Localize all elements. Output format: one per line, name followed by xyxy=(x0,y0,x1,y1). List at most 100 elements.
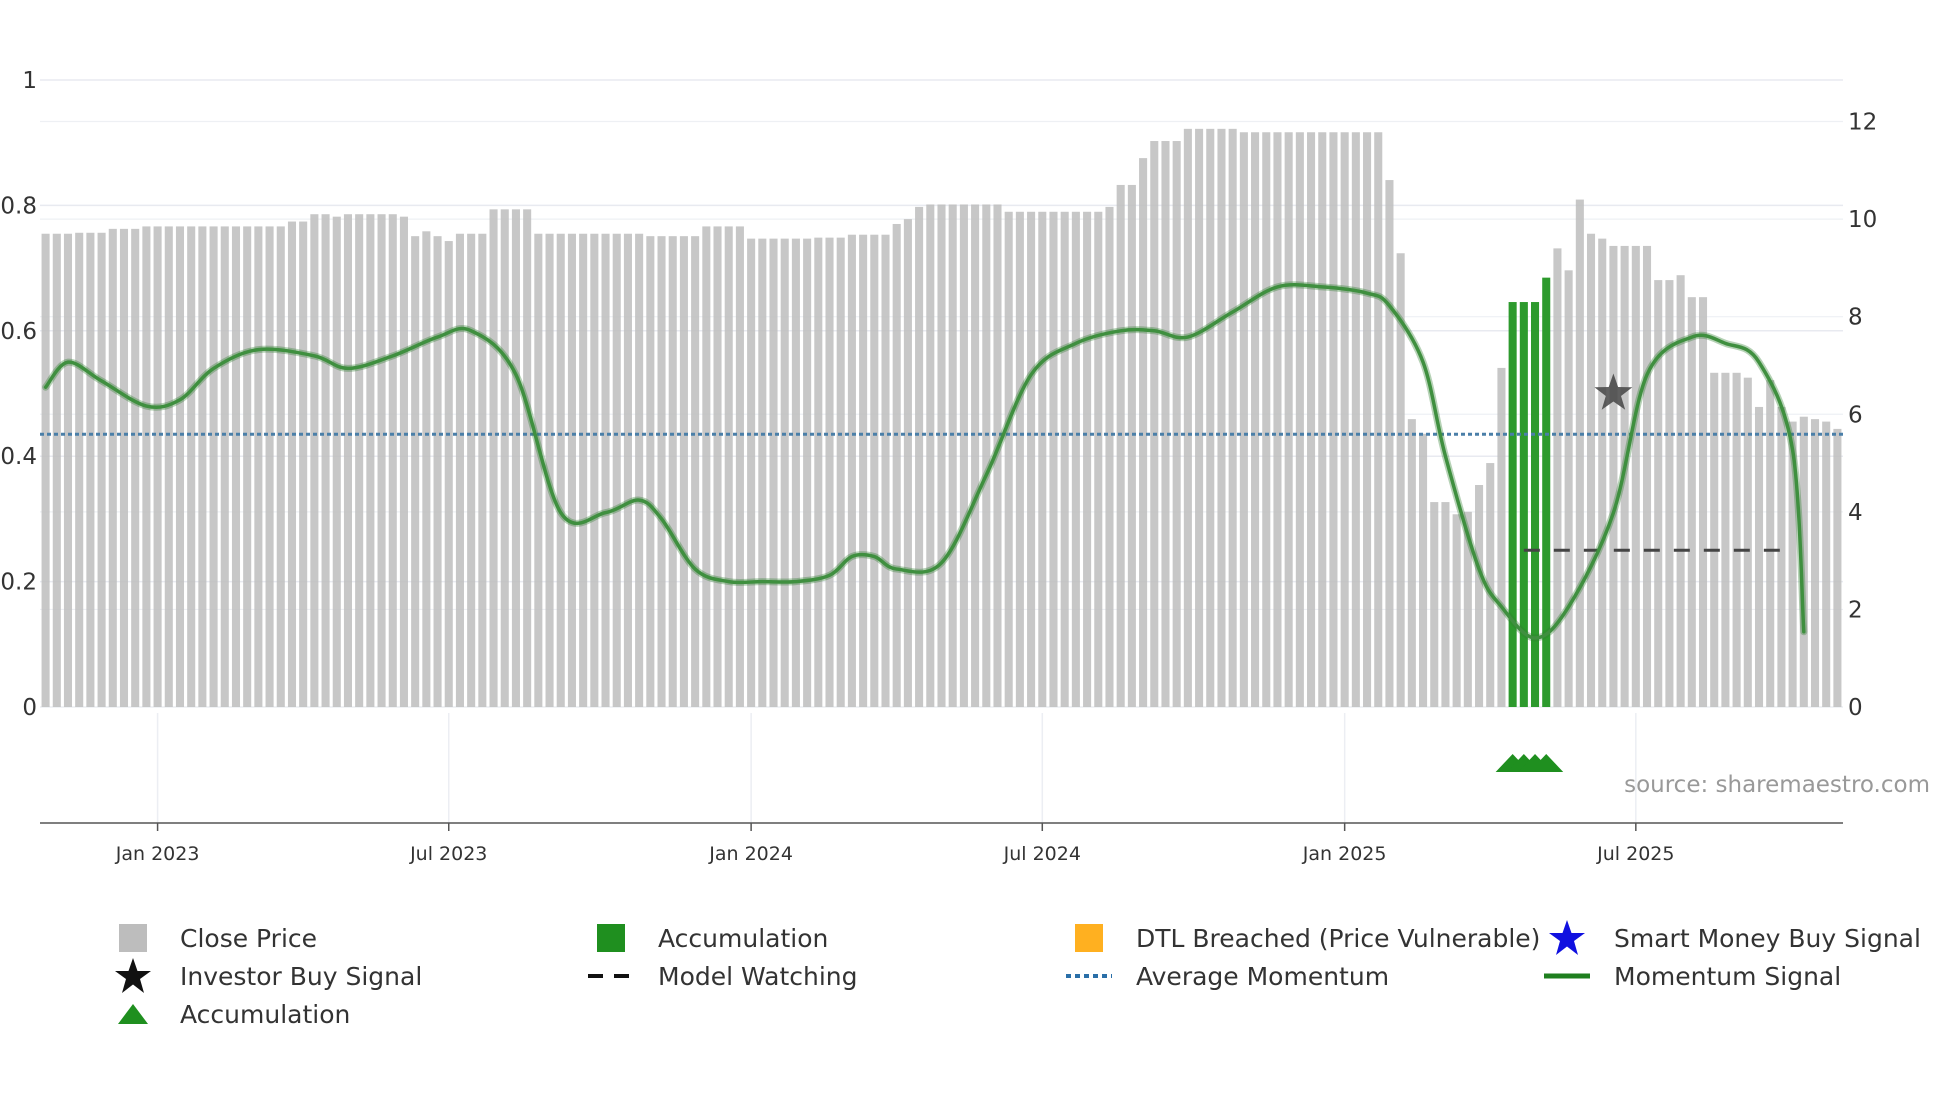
close-price-bar xyxy=(1262,132,1271,707)
source-label: source: sharemaestro.com xyxy=(1624,772,1930,798)
blue-star-icon xyxy=(1549,920,1585,955)
close-price-bar xyxy=(881,234,890,708)
legend-item-dtl-breached: DTL Breached (Price Vulnerable) xyxy=(1066,920,1540,956)
right-tick-label: 2 xyxy=(1848,597,1863,623)
close-price-bar xyxy=(97,232,106,708)
close-price-bar xyxy=(500,209,509,707)
right-tick-label: 6 xyxy=(1848,402,1863,428)
close-price-bar xyxy=(1788,421,1797,707)
close-price-bar xyxy=(287,221,297,707)
close-price-bar xyxy=(1049,211,1058,707)
close-price-bar xyxy=(220,226,229,707)
close-price-bar xyxy=(1004,211,1013,707)
close-price-bar xyxy=(366,214,375,707)
close-price-bar xyxy=(1195,128,1204,708)
close-price-bar xyxy=(1743,377,1752,707)
x-tick-label: Jan 2025 xyxy=(1302,843,1387,865)
legend-item-close-price: Close Price xyxy=(110,920,317,956)
close-price-bar xyxy=(556,233,565,707)
gray-square-icon xyxy=(119,924,147,952)
close-price-bar xyxy=(791,238,800,707)
close-price-bar xyxy=(243,226,252,707)
close-price-bar xyxy=(870,234,879,708)
close-price-bar xyxy=(859,234,868,708)
close-price-bar xyxy=(971,204,980,708)
close-price-bar xyxy=(108,228,117,707)
investor-buy-star xyxy=(1594,373,1633,410)
accumulation-bar xyxy=(1519,302,1528,707)
close-price-bar xyxy=(567,233,576,707)
close-price-bar xyxy=(982,204,991,708)
close-price-bar xyxy=(1273,132,1282,707)
close-price-bar xyxy=(1094,211,1103,707)
close-price-bar xyxy=(623,233,632,707)
legend: Close Price Accumulation DTL Breached (P… xyxy=(110,920,1930,1050)
legend-item-momentum-signal: Momentum Signal xyxy=(1544,958,1841,994)
close-price-bar xyxy=(1374,132,1383,707)
close-price-bar xyxy=(847,234,856,708)
close-price-bar xyxy=(1654,280,1663,707)
close-price-bar xyxy=(523,209,532,707)
close-price-bar xyxy=(702,226,711,707)
close-price-bar xyxy=(1497,367,1506,707)
close-price-bar xyxy=(657,236,666,707)
close-price-bar xyxy=(299,221,308,707)
close-price-bar xyxy=(959,204,968,708)
close-price-bar xyxy=(1777,406,1786,707)
close-price-bar xyxy=(1810,419,1820,707)
close-price-bar xyxy=(1676,275,1685,707)
close-price-bar xyxy=(691,236,700,707)
close-price-bar xyxy=(1564,270,1573,707)
close-price-bar xyxy=(1553,248,1562,707)
close-price-bar xyxy=(1799,416,1808,707)
green-square-icon xyxy=(597,924,625,952)
green-line-icon xyxy=(1544,973,1590,979)
left-tick-label: 0 xyxy=(22,695,37,721)
close-price-bar xyxy=(1295,132,1304,707)
x-tick-label: Jul 2025 xyxy=(1596,843,1674,865)
left-tick-label: 0.6 xyxy=(0,319,37,345)
close-price-bar xyxy=(926,204,935,708)
close-price-bar xyxy=(735,226,744,707)
close-price-bar xyxy=(153,226,162,707)
close-price-bar xyxy=(131,228,140,707)
x-tick-label: Jul 2023 xyxy=(409,843,487,865)
close-price-bar xyxy=(780,238,789,707)
close-price-bar xyxy=(747,238,756,707)
legend-label: Close Price xyxy=(180,923,318,953)
close-price-bar xyxy=(467,233,476,707)
close-price-bar xyxy=(1239,132,1248,707)
dotted-line-icon xyxy=(1066,974,1112,978)
legend-item-accumulation-bar: Accumulation xyxy=(588,920,828,956)
close-price-bar xyxy=(231,226,241,707)
left-tick-label: 1 xyxy=(22,68,37,94)
close-price-bar xyxy=(758,238,767,707)
right-tick-label: 8 xyxy=(1848,305,1863,331)
close-price-bar xyxy=(668,236,677,707)
close-price-bar xyxy=(355,214,364,707)
accumulation-bar xyxy=(1531,302,1540,707)
legend-item-smart-money: Smart Money Buy Signal xyxy=(1544,920,1921,956)
legend-item-model-watching: Model Watching xyxy=(588,958,858,994)
close-price-bar xyxy=(1598,238,1607,707)
close-price-bar xyxy=(836,237,845,708)
momentum-signal-halo xyxy=(42,281,1808,642)
close-price-bar xyxy=(1575,199,1584,708)
close-price-bar xyxy=(1486,463,1495,707)
close-price-bar xyxy=(321,214,330,707)
close-price-bar xyxy=(1620,245,1629,707)
close-price-bar xyxy=(388,214,397,707)
close-price-bar xyxy=(1340,132,1349,707)
close-price-bar xyxy=(411,236,420,707)
legend-label: DTL Breached (Price Vulnerable) xyxy=(1136,923,1541,953)
close-price-bar xyxy=(814,237,823,708)
close-price-bar xyxy=(646,236,655,707)
close-price-bar xyxy=(635,233,644,707)
close-price-bar xyxy=(1206,128,1215,708)
close-price-bar xyxy=(399,216,408,707)
x-tick-label: Jan 2023 xyxy=(115,843,200,865)
close-price-bar xyxy=(612,233,621,707)
legend-label: Momentum Signal xyxy=(1614,961,1842,991)
signal-markers xyxy=(1495,373,1633,772)
close-price-bar xyxy=(455,233,464,707)
